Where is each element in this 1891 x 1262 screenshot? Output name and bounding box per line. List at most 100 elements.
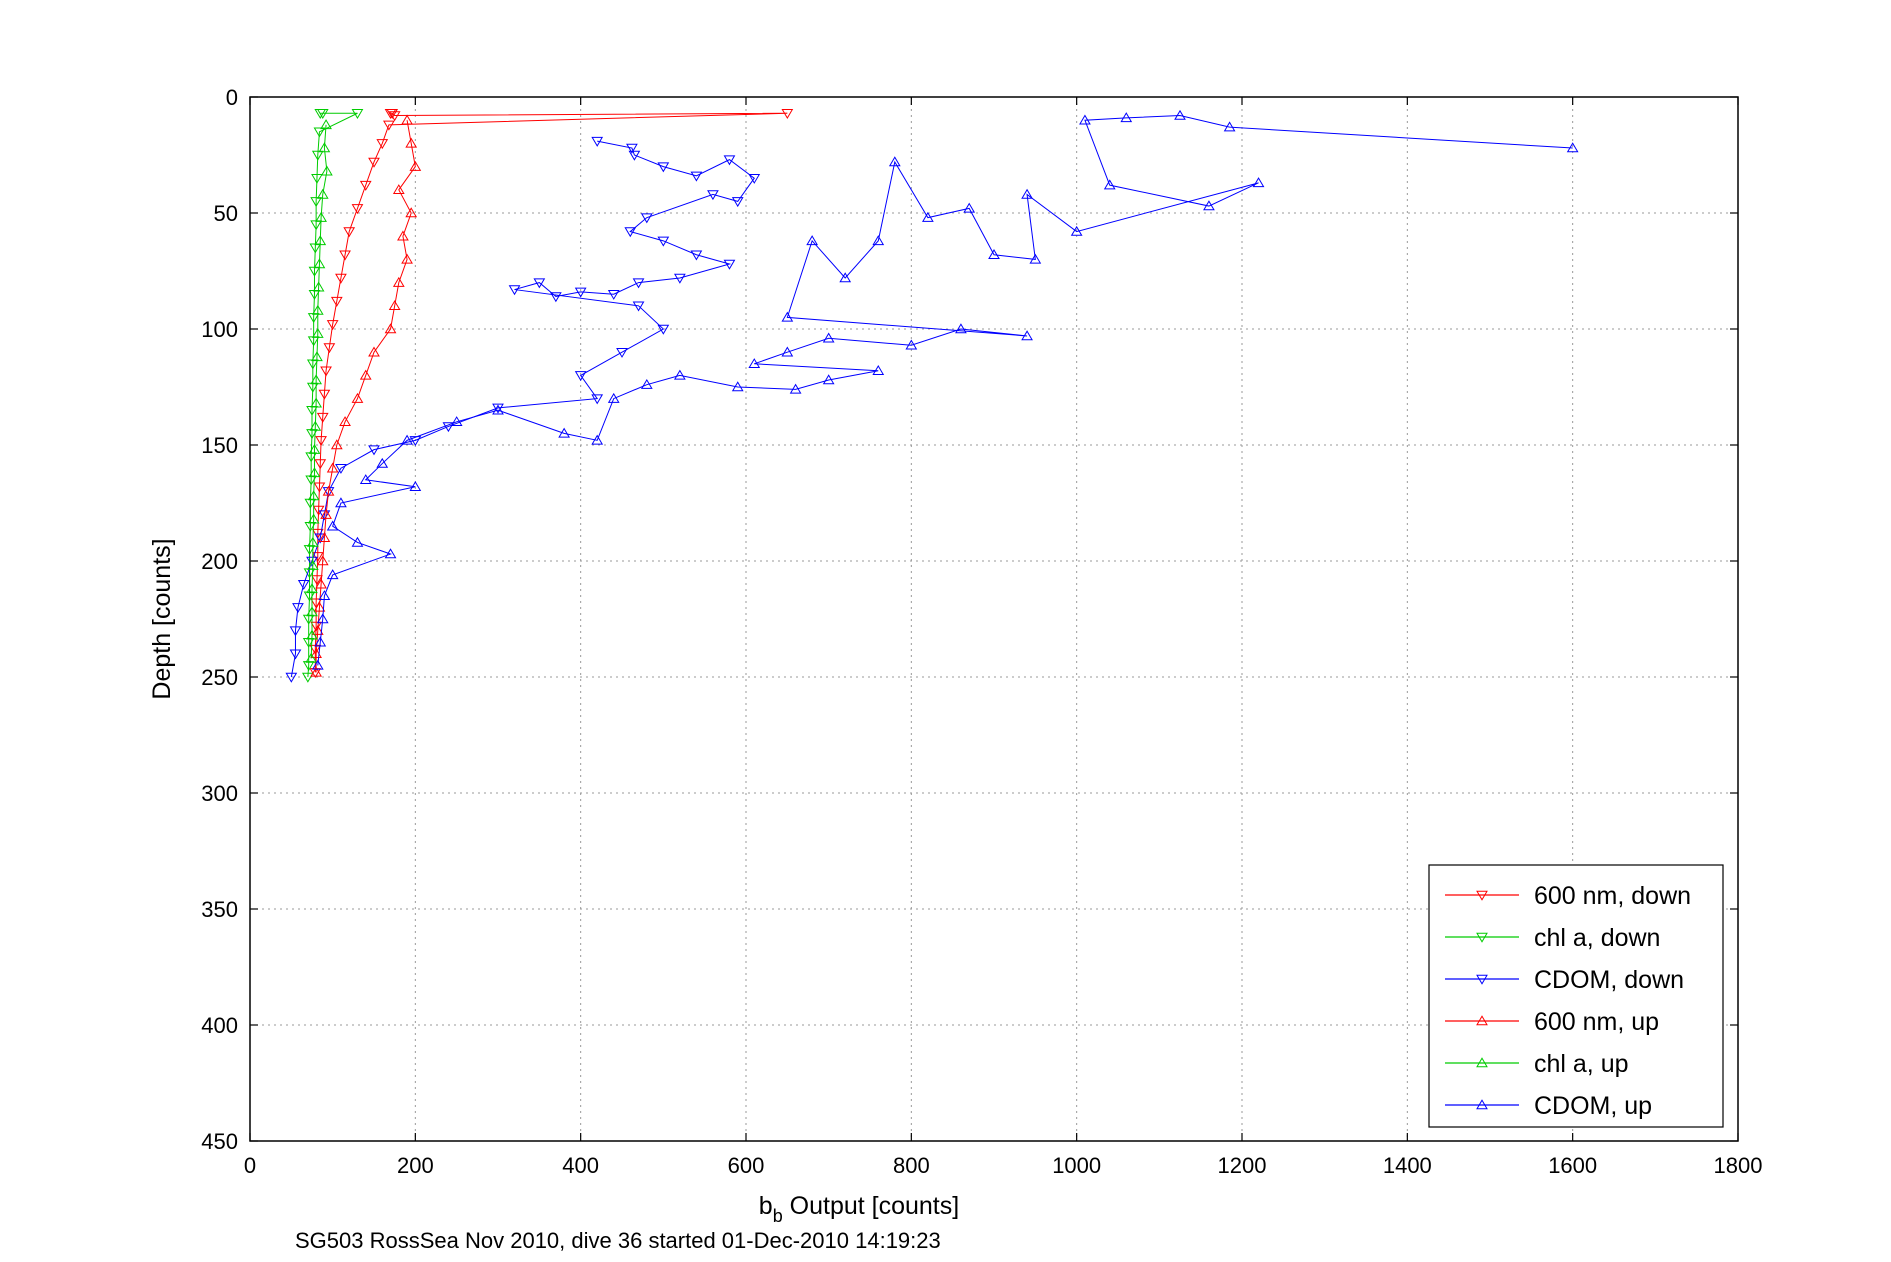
data-point: [322, 487, 335, 498]
series-2: [285, 136, 761, 683]
data-point: [313, 258, 326, 269]
series-3: [310, 114, 422, 677]
data-point: [1079, 114, 1091, 125]
data-point: [316, 555, 329, 566]
y-tick-label: 200: [201, 549, 238, 574]
data-point: [304, 498, 317, 509]
data-point: [822, 332, 835, 343]
data-point: [351, 108, 364, 119]
data-point: [306, 606, 318, 617]
data-point: [533, 278, 546, 289]
data-point: [318, 590, 331, 601]
legend-marker: [1476, 974, 1488, 985]
data-point: [921, 211, 934, 222]
data-point: [731, 381, 744, 392]
data-point: [311, 575, 323, 586]
data-point: [320, 119, 332, 130]
data-point: [442, 422, 455, 433]
series-5: [311, 109, 1579, 670]
data-point: [318, 532, 331, 543]
data-point: [289, 649, 302, 660]
data-point: [450, 416, 463, 427]
axis-ticks: 0 200 400 600 800 1000 1200 1400 1600 1800 0 50 100 1…: [201, 85, 1762, 1178]
data-point: [1174, 109, 1186, 120]
series-line: [290, 140, 755, 678]
data-point: [311, 351, 323, 362]
data-point: [657, 236, 670, 247]
data-point: [731, 197, 744, 208]
data-point: [302, 661, 315, 672]
chart-caption: SG503 RossSea Nov 2010, dive 36 started …: [295, 1228, 941, 1253]
data-point: [308, 443, 321, 454]
data-point: [781, 346, 794, 357]
data-point: [1203, 200, 1215, 211]
data-point: [492, 403, 504, 414]
data-point: [316, 108, 329, 119]
data-point: [616, 347, 628, 358]
data-point: [549, 292, 562, 303]
data-point: [368, 445, 380, 456]
data-point: [306, 583, 318, 594]
data-point: [723, 155, 736, 166]
y-tick-label: 450: [201, 1129, 238, 1154]
data-point: [640, 378, 653, 389]
data-point: [310, 197, 323, 208]
data-point: [302, 637, 315, 648]
data-point: [351, 536, 364, 547]
y-tick-label: 300: [201, 781, 238, 806]
data-point: [748, 358, 761, 369]
data-point: [397, 230, 409, 241]
legend-item: 600 nm, up: [1445, 1008, 1659, 1036]
legend-label: CDOM, up: [1534, 1092, 1652, 1120]
data-point: [632, 278, 645, 289]
legend-label: chl a, up: [1534, 1050, 1629, 1078]
data-point: [311, 304, 324, 315]
data-point: [872, 365, 885, 376]
data-point: [311, 150, 324, 161]
data-point: [306, 629, 318, 640]
data-point: [335, 463, 347, 474]
data-point: [316, 613, 329, 624]
data-point: [626, 143, 638, 154]
data-point: [359, 180, 372, 191]
legend-item: chl a, down: [1445, 924, 1660, 952]
data-point: [607, 392, 620, 403]
data-point: [359, 474, 372, 485]
legend-marker: [1476, 1057, 1488, 1068]
data-point: [384, 548, 397, 559]
data-point: [384, 323, 397, 334]
x-tick-label: 200: [397, 1153, 434, 1178]
data-point: [591, 434, 604, 445]
series-line: [307, 112, 358, 678]
x-axis-label: bb Output [counts]: [759, 1192, 959, 1226]
data-point: [405, 137, 418, 148]
data-point: [330, 439, 343, 450]
data-point: [388, 111, 401, 122]
data-point: [339, 250, 351, 261]
data-point: [323, 343, 336, 354]
data-point: [955, 323, 967, 334]
data-point: [628, 150, 641, 161]
data-point: [313, 482, 326, 493]
legend-label: 600 nm, down: [1534, 882, 1691, 910]
data-point: [640, 213, 653, 224]
data-point: [312, 281, 325, 292]
plot-frame: [249, 96, 1739, 1142]
data-point: [318, 510, 331, 521]
data-point: [405, 207, 418, 218]
data-point: [316, 412, 329, 423]
data-point: [1252, 177, 1265, 188]
data-point: [673, 273, 686, 284]
x-tick-label: 800: [893, 1153, 930, 1178]
data-point: [591, 394, 604, 405]
legend-marker: [1476, 1099, 1488, 1110]
data-point: [401, 434, 413, 445]
data-point: [806, 235, 819, 246]
y-tick-label: 0: [226, 85, 238, 110]
legend-marker: [1476, 932, 1488, 943]
data-point: [292, 603, 304, 614]
data-point: [326, 520, 339, 531]
data-point: [591, 136, 604, 147]
y-tick-label: 250: [201, 665, 238, 690]
y-tick-label: 150: [201, 433, 238, 458]
